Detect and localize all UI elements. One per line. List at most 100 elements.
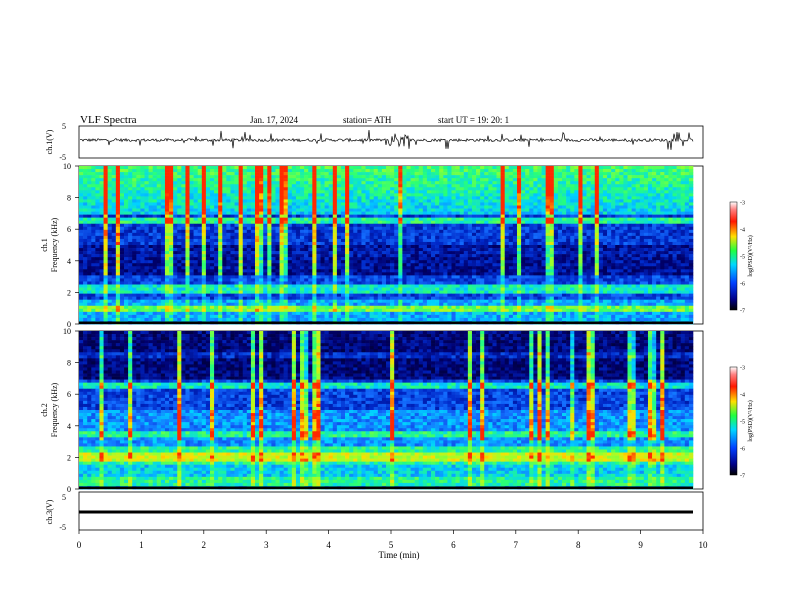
spectrogram-cell <box>136 236 140 239</box>
spectrogram-cell <box>419 193 423 196</box>
spectrogram-cell <box>361 263 365 266</box>
spectrogram-cell <box>267 169 271 172</box>
spectrogram-cell <box>185 224 189 227</box>
spectrogram-cell <box>312 169 316 172</box>
spectrogram-cell <box>333 233 337 236</box>
spectrogram-cell <box>562 190 566 193</box>
spectrogram-cell <box>546 199 550 202</box>
spectrogram-cell <box>599 239 603 242</box>
spectrogram-cell <box>87 227 91 230</box>
spectrogram-cell <box>308 230 312 233</box>
spectrogram-cell <box>136 190 140 193</box>
spectrogram-cell <box>509 166 513 169</box>
spectrogram-cell <box>476 221 480 224</box>
spectrogram-cell <box>169 224 173 227</box>
spectrogram-cell <box>149 199 153 202</box>
spectrogram-cell <box>587 221 591 224</box>
spectrogram-cell <box>419 239 423 242</box>
spectrogram-cell <box>443 178 447 181</box>
spectrogram-cell <box>235 178 239 181</box>
spectrogram-cell <box>533 209 537 212</box>
spectrogram-cell <box>525 239 529 242</box>
spectrogram-cell <box>497 209 501 212</box>
spectrogram-cell <box>578 242 582 245</box>
spectrogram-cell <box>615 245 619 248</box>
spectrogram-cell <box>161 236 165 239</box>
spectrogram-cell <box>124 172 128 175</box>
spectrogram-cell <box>177 212 181 215</box>
spectrogram-cell <box>668 169 672 172</box>
spectrogram-cell <box>235 233 239 236</box>
spectrogram-cell <box>664 254 668 257</box>
spectrogram-cell <box>640 260 644 263</box>
spectrogram-cell <box>488 175 492 178</box>
spectrogram-cell <box>660 169 664 172</box>
spectrogram-cell <box>591 196 595 199</box>
spectrogram-cell <box>378 166 382 169</box>
spectrogram-cell <box>501 184 505 187</box>
spectrogram-cell <box>194 263 198 266</box>
spectrogram-cell <box>83 193 87 196</box>
spectrogram-cell <box>529 184 533 187</box>
spectrogram-cell <box>660 212 664 215</box>
spectrogram-cell <box>574 242 578 245</box>
spectrogram-cell <box>95 184 99 187</box>
spectrogram-cell <box>308 196 312 199</box>
spectrogram-cell <box>521 187 525 190</box>
spectrogram-cell <box>615 233 619 236</box>
spectrogram-cell <box>603 254 607 257</box>
spectrogram-cell <box>415 239 419 242</box>
spectrogram-cell <box>656 206 660 209</box>
spectrogram-cell <box>451 215 455 218</box>
spectrogram-cell <box>386 251 390 254</box>
spectrogram-cell <box>161 245 165 248</box>
spectrogram-cell <box>542 230 546 233</box>
spectrogram-cell <box>267 199 271 202</box>
spectrogram-cell <box>443 242 447 245</box>
spectrogram-cell <box>599 187 603 190</box>
spectrogram-cell <box>312 263 316 266</box>
spectrogram-cell <box>615 169 619 172</box>
spectrogram-cell <box>464 245 468 248</box>
spectrogram-cell <box>153 172 157 175</box>
spectrogram-cell <box>615 263 619 266</box>
spectrogram-cell <box>595 257 599 260</box>
spectrogram-cell <box>243 227 247 230</box>
spectrogram-cell <box>632 175 636 178</box>
spectrogram-cell <box>226 202 230 205</box>
spectrogram-cell <box>431 221 435 224</box>
spectrogram-cell <box>263 209 267 212</box>
spectrogram-cell <box>537 221 541 224</box>
spectrogram-cell <box>202 227 206 230</box>
spectrogram-cell <box>79 230 83 233</box>
spectrogram-cell <box>411 209 415 212</box>
spectrogram-cell <box>267 175 271 178</box>
spectrogram-cell <box>181 187 185 190</box>
spectrogram-cell <box>394 254 398 257</box>
spectrogram-cell <box>370 257 374 260</box>
spectrogram-cell <box>652 166 656 169</box>
spectrogram-cell <box>480 215 484 218</box>
spectrogram-cell <box>112 218 116 221</box>
spectrogram-cell <box>439 260 443 263</box>
spectrogram-cell <box>501 209 505 212</box>
spectrogram-cell <box>157 215 161 218</box>
spectrogram-cell <box>366 254 370 257</box>
spectrogram-cell <box>329 224 333 227</box>
spectrogram-cell <box>357 248 361 251</box>
spectrogram-cell <box>263 193 267 196</box>
spectrogram-cell <box>104 209 108 212</box>
spectrogram-cell <box>259 212 263 215</box>
spectrogram-cell <box>95 206 99 209</box>
spectrogram-cell <box>153 251 157 254</box>
spectrogram-cell <box>460 215 464 218</box>
spectrogram-cell <box>210 242 214 245</box>
spectrogram-cell <box>345 166 349 169</box>
spectrogram-cell <box>652 251 656 254</box>
spectrogram-cell <box>607 175 611 178</box>
spectrogram-cell <box>349 209 353 212</box>
spectrogram-cell <box>533 218 537 221</box>
spectrogram-cell <box>329 221 333 224</box>
spectrogram-cell <box>419 212 423 215</box>
spectrogram-cell <box>460 245 464 248</box>
